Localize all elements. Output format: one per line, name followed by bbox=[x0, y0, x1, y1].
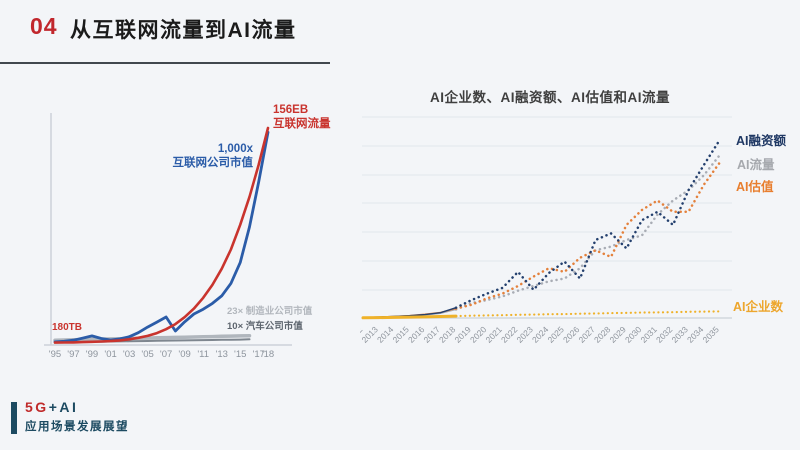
annotation-auto: 10× 汽车公司市值 bbox=[227, 321, 303, 332]
svg-text:'17: '17 bbox=[253, 349, 265, 360]
annotation-traffic-end-name: 互联网流量 bbox=[273, 117, 331, 130]
left-series-lines bbox=[53, 126, 270, 344]
annotation-marketcap-end: 1,000x 互联网公司市值 bbox=[118, 143, 254, 171]
chart-title: AI企业数、AI融资额、AI估值和AI流量 bbox=[430, 90, 670, 105]
ai-metrics-plot: 2012201320142015201620172018201920202021… bbox=[360, 116, 732, 345]
left-axis-ticks: '95 '97 '99 '01 '03 '05 '07 '09 '11 '13 '15 '17'18 bbox=[49, 349, 274, 360]
svg-text:'95: '95 bbox=[49, 349, 61, 360]
section-number: 04 bbox=[30, 13, 58, 39]
svg-text:2035: 2035 bbox=[700, 324, 721, 345]
annotation-marketcap-multiple: 1,000x bbox=[217, 143, 253, 155]
internet-growth-plot: '95 '97 '99 '01 '03 '05 '07 '09 '11 '13 '15 '17'18 bbox=[44, 113, 292, 360]
right-axis-labels: 2012201320142015201620172018201920202021… bbox=[360, 324, 721, 345]
svg-text:'01: '01 bbox=[104, 349, 116, 360]
svg-text:'97: '97 bbox=[67, 349, 79, 360]
footer-accent-bar bbox=[11, 402, 17, 434]
annotation-manufacturing: 23× 制造业公司市值 bbox=[227, 306, 313, 317]
svg-text:'15: '15 bbox=[234, 349, 246, 360]
legend-ai-valuation: AI估值 bbox=[736, 180, 774, 194]
header-divider bbox=[0, 62, 330, 64]
right-series-lines bbox=[361, 139, 721, 320]
svg-text:'11: '11 bbox=[197, 349, 209, 360]
annotation-marketcap-name: 互联网公司市值 bbox=[172, 156, 254, 169]
legend-ai-traffic: AI流量 bbox=[737, 158, 775, 172]
svg-text:'07: '07 bbox=[160, 349, 172, 360]
footer-subtitle: 应用场景发展展望 bbox=[25, 421, 129, 433]
annotation-traffic-end-value: 156EB bbox=[273, 104, 309, 116]
footer-brand: 5G+AI bbox=[25, 399, 78, 415]
svg-text:'09: '09 bbox=[178, 349, 190, 360]
ai-metrics-chart: AI企业数、AI融资额、AI估值和AI流量 2012 2013 2014 2015 20… bbox=[360, 82, 800, 382]
page-title: 从互联网流量到AI流量 bbox=[70, 19, 297, 42]
svg-text:'99: '99 bbox=[86, 349, 98, 360]
svg-text:'05: '05 bbox=[141, 349, 153, 360]
legend-ai-funding: AI融资额 bbox=[736, 134, 787, 148]
gridlines bbox=[362, 116, 732, 319]
footer-brand-5g: 5G bbox=[25, 399, 49, 415]
svg-text:'18: '18 bbox=[262, 349, 274, 360]
footer-brand-ai: +AI bbox=[48, 399, 79, 415]
annotation-traffic-start: 180TB bbox=[52, 322, 83, 333]
annotation-traffic-end: 156EB 互联网流量 bbox=[273, 104, 331, 132]
legend-ai-companies: AI企业数 bbox=[733, 300, 784, 314]
svg-text:'03: '03 bbox=[123, 349, 135, 360]
internet-growth-chart: '95'97'99'01'03'05'07'09'11'13'15'17'18 … bbox=[40, 85, 356, 375]
svg-text:'13: '13 bbox=[216, 349, 228, 360]
